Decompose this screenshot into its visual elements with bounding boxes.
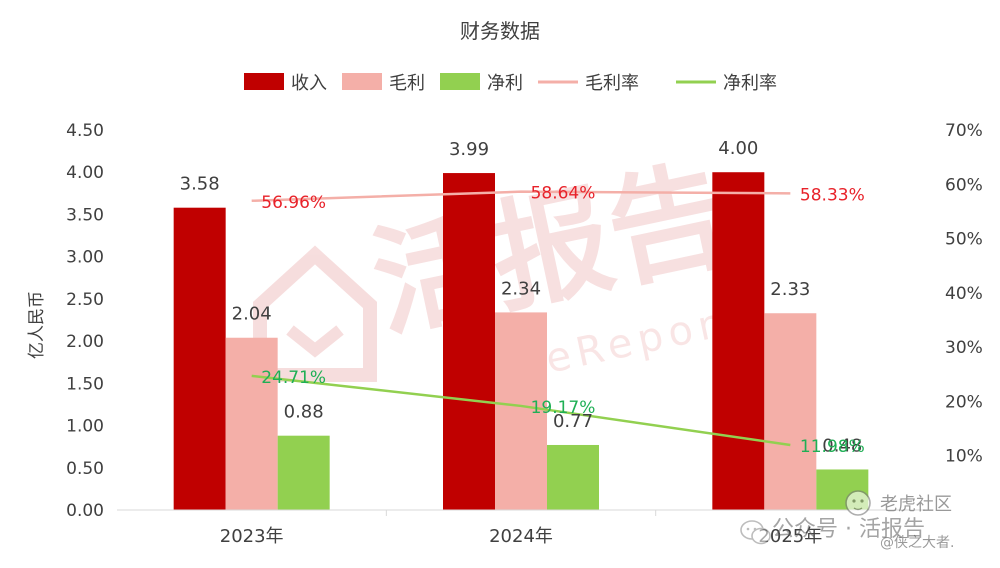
bar-value-label: 0.88 bbox=[284, 402, 324, 423]
y-tick-label: 1.00 bbox=[66, 417, 104, 437]
legend-swatch-净利 bbox=[440, 73, 480, 90]
bar-value-label: 0.48 bbox=[822, 435, 862, 456]
legend-label: 毛利 bbox=[389, 73, 425, 94]
tiger-icon bbox=[845, 490, 871, 516]
legend-label: 毛利率 bbox=[585, 73, 639, 94]
bar-value-label: 2.33 bbox=[770, 279, 810, 300]
y-tick-label: 4.50 bbox=[66, 121, 104, 141]
y-axis-title: 亿人民币 bbox=[27, 291, 47, 359]
wechat-icon bbox=[740, 520, 771, 545]
bar-value-label: 2.04 bbox=[232, 304, 272, 325]
line-value-label: 56.96% bbox=[261, 193, 326, 213]
bar-收入 bbox=[443, 173, 495, 511]
bar-value-label: 2.34 bbox=[501, 278, 541, 299]
line-value-label: 58.64% bbox=[531, 184, 596, 204]
y2-tick-label: 50% bbox=[945, 230, 983, 250]
wechat-watermark: 公众号 · 活报告 bbox=[772, 517, 925, 542]
y-tick-label: 2.50 bbox=[66, 290, 104, 310]
chart-legend: 收入 毛利 净利 毛利率 净利率 bbox=[244, 73, 777, 94]
line-value-label: 11.98% bbox=[800, 437, 865, 457]
x-tick-label: 2025年 bbox=[758, 526, 822, 547]
line-毛利率 bbox=[251, 190, 791, 203]
bar-净利 bbox=[277, 435, 330, 510]
y2-tick-label: 70% bbox=[945, 121, 983, 141]
axes-layer: 亿人民币 0.00 0.50 1.00 1.50 2.00 2.50 3.00 3.50 4.0… bbox=[27, 121, 983, 547]
y2-tick-label: 10% bbox=[945, 447, 983, 467]
bar-毛利 bbox=[495, 312, 547, 510]
legend-swatch-毛利 bbox=[342, 73, 382, 90]
bar-净利 bbox=[547, 444, 599, 510]
watermark-check-shape bbox=[286, 325, 344, 358]
y-tick-label: 0.50 bbox=[66, 459, 104, 479]
line-layer bbox=[251, 190, 791, 447]
bar-layer bbox=[173, 172, 869, 511]
legend-swatch-收入 bbox=[244, 73, 284, 90]
y-tick-label: 1.50 bbox=[66, 374, 104, 394]
watermark-footer: 公众号 · 活报告 老虎社区 @侠之大者. bbox=[740, 490, 954, 551]
line-value-label: 58.33% bbox=[800, 185, 865, 205]
y-tick-label: 0.00 bbox=[66, 501, 104, 521]
legend-label: 收入 bbox=[291, 73, 327, 94]
legend-label: 净利率 bbox=[723, 73, 777, 94]
x-tick-label: 2023年 bbox=[220, 526, 284, 547]
site-watermark: 老虎社区 bbox=[880, 494, 952, 515]
y-tick-label: 4.00 bbox=[66, 163, 104, 183]
author-watermark: @侠之大者. bbox=[880, 535, 954, 551]
x-tick-label: 2024年 bbox=[489, 526, 553, 547]
bar-收入 bbox=[173, 207, 226, 510]
bar-value-label: 3.99 bbox=[449, 139, 489, 160]
y2-tick-label: 40% bbox=[945, 284, 983, 304]
data-label-layer: 3.58 3.99 4.00 2.04 2.34 2.33 0.88 0.77 0.48 56.9… bbox=[180, 138, 865, 457]
y-tick-label: 2.00 bbox=[66, 332, 104, 352]
bar-value-label: 0.77 bbox=[553, 411, 593, 432]
bar-value-label: 4.00 bbox=[718, 138, 758, 159]
y-tick-label: 3.00 bbox=[66, 248, 104, 268]
line-净利率 bbox=[251, 374, 791, 447]
line-value-label: 19.17% bbox=[531, 398, 596, 418]
y-tick-label: 3.50 bbox=[66, 205, 104, 225]
bar-收入 bbox=[712, 172, 765, 510]
y2-tick-label: 30% bbox=[945, 338, 983, 358]
y2-tick-label: 60% bbox=[945, 175, 983, 195]
bar-毛利 bbox=[764, 313, 817, 510]
line-value-label: 24.71% bbox=[261, 368, 326, 388]
bar-value-label: 3.58 bbox=[180, 174, 220, 195]
legend-label: 净利 bbox=[487, 73, 523, 94]
bar-毛利 bbox=[225, 337, 278, 510]
chart-title: 财务数据 bbox=[460, 19, 540, 43]
y2-tick-label: 20% bbox=[945, 392, 983, 412]
